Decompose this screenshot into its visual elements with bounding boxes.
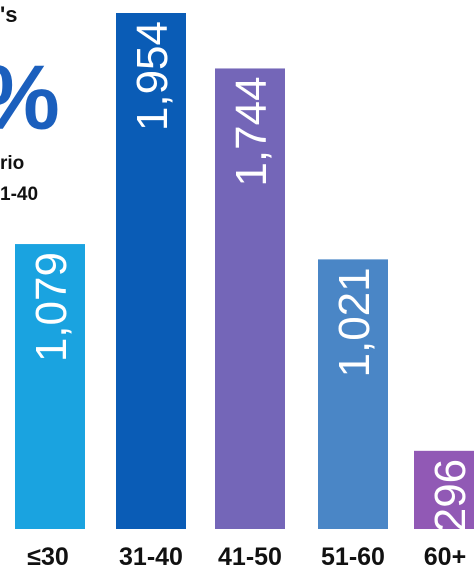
cropped-heading-fragment: 's	[0, 2, 18, 27]
bar-31-40	[116, 13, 186, 529]
bar-value-label: 1,954	[128, 21, 177, 131]
bar-value-label: 1,079	[27, 252, 76, 362]
cropped-caption-line-2: 1-40	[0, 184, 39, 205]
cropped-caption-line-1: rio	[0, 153, 25, 174]
bar-value-label: 296	[426, 459, 474, 532]
bars-group	[15, 13, 474, 529]
cropped-large-percent-glyph: %	[0, 52, 60, 144]
cat-label-41-50: 41-50	[218, 543, 282, 571]
category-labels: ≤30 31-40 41-50 51-60 60+	[27, 543, 466, 571]
bar-≤30	[15, 244, 85, 529]
cat-label-30: ≤30	[27, 543, 69, 571]
bar-60+	[414, 450, 474, 529]
bar-41-50	[215, 68, 285, 529]
cat-label-51-60: 51-60	[321, 543, 385, 571]
cat-label-60plus: 60+	[424, 543, 466, 571]
bar-value-labels: 1,079 1,954 1,744 1,021 296	[27, 21, 474, 532]
bar-51-60	[318, 259, 388, 529]
bar-value-label: 1,744	[227, 76, 276, 186]
cat-label-31-40: 31-40	[119, 543, 183, 571]
bar-value-label: 1,021	[330, 267, 379, 377]
